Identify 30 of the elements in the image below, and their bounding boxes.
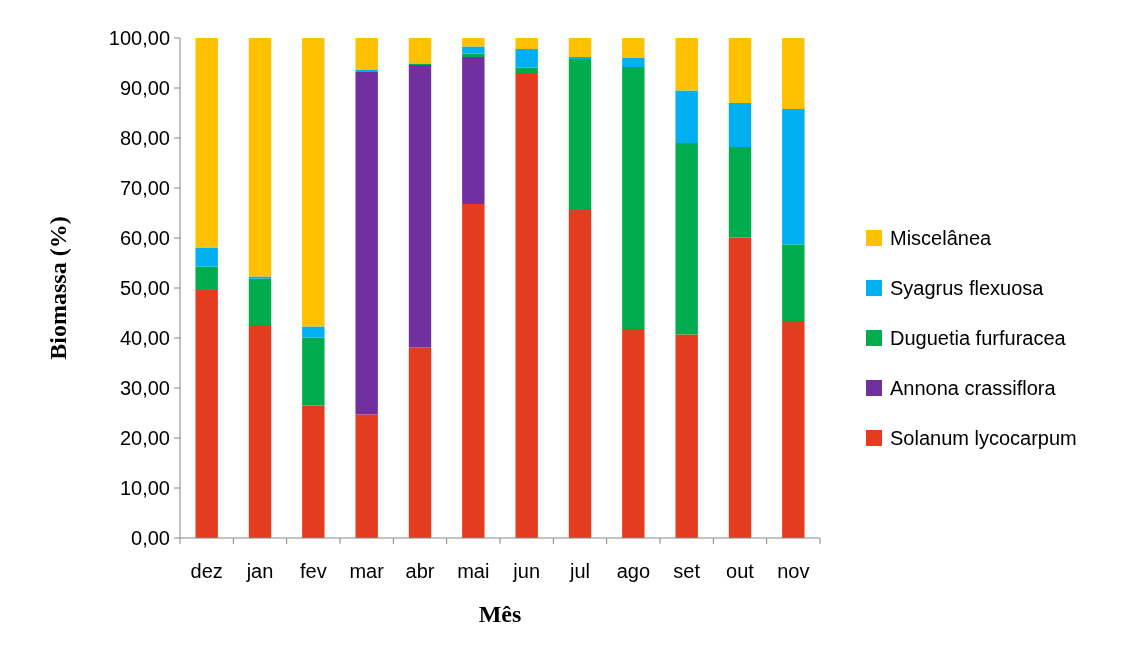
y-tick-label: 80,00 [119,127,170,149]
y-tick-label: 30,00 [119,377,170,399]
x-tick-label: abr [405,560,435,582]
x-tick-label: dez [190,560,223,582]
y-tick-label: 10,00 [119,477,170,499]
x-tick-label: jun [512,560,541,582]
y-tick-label: 50,00 [119,277,170,299]
y-tick-label: 100,00 [108,27,170,49]
x-tick-label: set [673,560,701,582]
y-tick-label: 40,00 [119,327,170,349]
legend-label: Syagrus flexuosa [890,277,1045,299]
y-tick-label: 0,00 [131,527,170,549]
x-tick-label: fev [299,560,327,582]
legend-label: Duguetia furfuracea [890,327,1067,349]
y-tick-label: 60,00 [119,227,170,249]
y-axis-title: Biomassa (%) [45,216,71,360]
legend-label: Solanum lycocarpum [890,427,1077,449]
legend-label: Miscelânea [890,227,993,249]
x-tick-label: jan [245,560,274,582]
x-tick-label: mai [457,560,490,582]
legend-label: Annona crassiflora [890,377,1057,399]
x-tick-label: nov [777,560,810,582]
x-tick-label: jul [568,560,591,582]
x-tick-label: mar [349,560,385,582]
x-tick-label: out [726,560,755,582]
y-tick-label: 70,00 [119,177,170,199]
x-axis-title: Mês [478,601,522,627]
y-tick-label: 90,00 [119,77,170,99]
x-tick-label: ago [616,560,651,582]
y-tick-label: 20,00 [119,427,170,449]
